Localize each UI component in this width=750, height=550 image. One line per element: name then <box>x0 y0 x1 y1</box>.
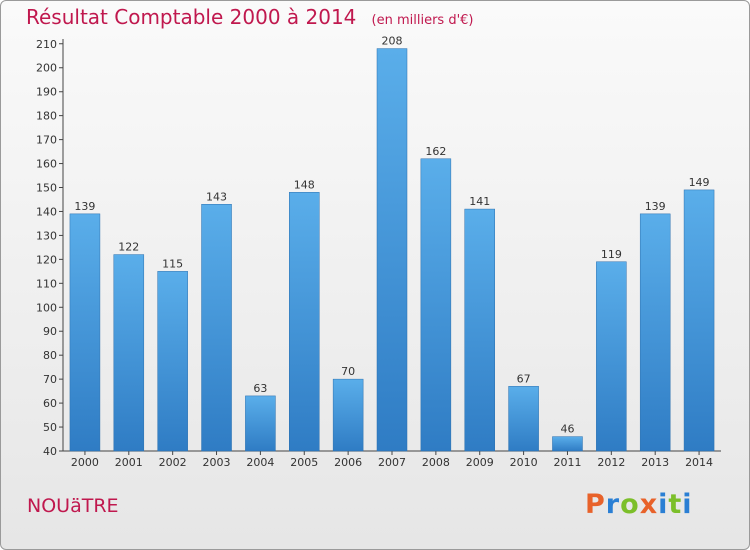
bar-2005 <box>289 192 320 452</box>
x-tick-label-2007: 2007 <box>378 456 406 469</box>
bar-2009 <box>464 208 495 452</box>
bar-2007 <box>376 48 408 452</box>
data-label-2009: 141 <box>469 195 490 208</box>
x-tick-label-2002: 2002 <box>159 456 187 469</box>
data-label-2008: 162 <box>425 145 446 158</box>
bar-2001 <box>113 254 145 452</box>
y-tick-label: 210 <box>36 38 57 51</box>
y-tick-label: 90 <box>43 325 57 338</box>
bar-2008 <box>420 158 452 452</box>
y-tick-label: 200 <box>36 62 57 75</box>
data-label-2013: 139 <box>645 200 666 213</box>
brand-letter: r <box>605 489 621 520</box>
y-tick-label: 170 <box>36 134 57 147</box>
bar-2012 <box>596 261 627 452</box>
x-tick-label-2014: 2014 <box>685 456 713 469</box>
data-label-2003: 143 <box>206 190 227 203</box>
y-tick-label: 190 <box>36 86 57 99</box>
y-tick-label: 180 <box>36 110 57 123</box>
y-tick-label: 70 <box>43 373 57 386</box>
chart-title: Résultat Comptable 2000 à 2014 <box>26 5 357 29</box>
place-name: NOUäTRE <box>27 495 119 517</box>
data-label-2007: 208 <box>382 35 403 48</box>
brand-letter: i <box>658 489 669 520</box>
x-tick-label-2011: 2011 <box>553 456 581 469</box>
chart-subtitle: (en milliers d'€) <box>371 13 474 28</box>
data-label-2010: 67 <box>517 372 531 385</box>
bar-2013 <box>639 213 671 452</box>
bar-2003 <box>201 204 232 452</box>
data-label-2004: 63 <box>253 382 267 395</box>
bar-2011 <box>552 436 583 452</box>
bar-2002 <box>157 271 188 452</box>
x-tick-label-2005: 2005 <box>290 456 318 469</box>
y-tick-label: 50 <box>43 421 57 434</box>
x-tick-label-2001: 2001 <box>115 456 143 469</box>
bar-2010 <box>508 386 539 452</box>
brand-letter: t <box>668 489 683 520</box>
y-tick-label: 100 <box>36 301 57 314</box>
x-tick-label-2000: 2000 <box>71 456 99 469</box>
x-tick-label-2008: 2008 <box>422 456 450 469</box>
data-label-2014: 149 <box>689 176 710 189</box>
data-label-2002: 115 <box>162 257 183 270</box>
brand-letter: x <box>639 489 659 520</box>
data-label-2000: 139 <box>74 200 95 213</box>
bar-2000 <box>69 213 101 452</box>
data-label-2011: 46 <box>560 423 574 436</box>
y-tick-label: 120 <box>36 253 57 266</box>
x-tick-label-2012: 2012 <box>597 456 625 469</box>
y-tick-label: 150 <box>36 182 57 195</box>
y-tick-label: 40 <box>43 445 57 458</box>
y-tick-label: 80 <box>43 349 57 362</box>
bar-2004 <box>245 395 276 452</box>
x-tick-label-2013: 2013 <box>641 456 669 469</box>
y-tick-label: 160 <box>36 158 57 171</box>
bar-2014 <box>683 189 715 452</box>
title-row: Résultat Comptable 2000 à 2014 (en milli… <box>26 5 473 29</box>
y-tick-label: 110 <box>36 277 57 290</box>
bar-2006 <box>332 378 364 452</box>
brand-letter: P <box>585 489 606 520</box>
x-tick-label-2010: 2010 <box>510 456 538 469</box>
y-tick-label: 140 <box>36 205 57 218</box>
brand-letter: i <box>682 489 693 520</box>
data-label-2012: 119 <box>601 248 622 261</box>
data-label-2005: 148 <box>294 178 315 191</box>
data-label-2001: 122 <box>118 241 139 254</box>
x-tick-label-2009: 2009 <box>466 456 494 469</box>
y-tick-label: 130 <box>36 229 57 242</box>
x-tick-label-2004: 2004 <box>246 456 274 469</box>
data-label-2006: 70 <box>341 365 355 378</box>
y-tick-label: 60 <box>43 397 57 410</box>
x-tick-label-2003: 2003 <box>203 456 231 469</box>
brand-letter: o <box>620 489 640 520</box>
brand-logo: Proxiti <box>585 489 693 520</box>
x-tick-label-2006: 2006 <box>334 456 362 469</box>
